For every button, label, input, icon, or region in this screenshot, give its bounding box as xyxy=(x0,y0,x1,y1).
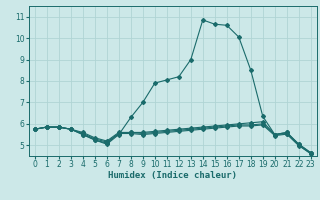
X-axis label: Humidex (Indice chaleur): Humidex (Indice chaleur) xyxy=(108,171,237,180)
